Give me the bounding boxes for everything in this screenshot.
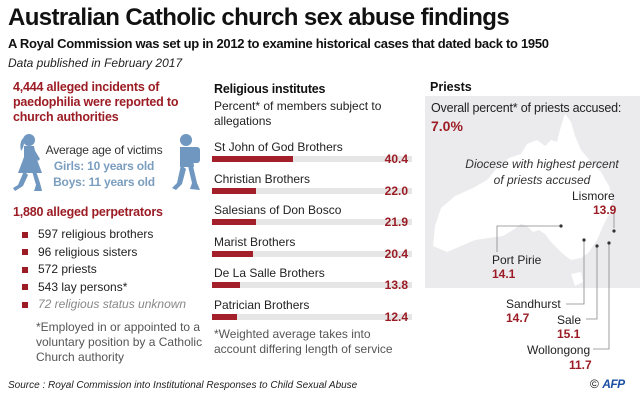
boys-age: Boys: 11 years old <box>53 175 155 189</box>
bar-category-label: St John of God Brothers <box>214 140 343 154</box>
bullet-icon <box>22 266 28 273</box>
bullet-icon <box>22 284 28 291</box>
bar-category-label: Christian Brothers <box>214 171 311 186</box>
bar-value-label: 22.0 <box>384 183 408 198</box>
diocese-sale-value: 15.1 <box>557 327 581 341</box>
diocese-map-note: Diocese with highest percent of priests … <box>465 157 619 187</box>
copyright-icon: © <box>590 377 599 391</box>
diocese-port-pirie-name: Port Pirie <box>492 253 542 267</box>
list-item-label: 96 religious sisters <box>38 244 138 259</box>
list-item-label: 597 religious brothers <box>38 227 154 241</box>
bar <box>212 187 256 194</box>
bar-value-label: 13.8 <box>384 278 408 292</box>
bar-track <box>212 219 412 225</box>
list-item: 572 priests <box>22 261 186 279</box>
bar-track <box>212 156 412 162</box>
institutes-heading: Religious institutes <box>214 82 326 96</box>
bar-row: Patrician Brothers 12.4 <box>212 298 412 326</box>
bar <box>212 250 253 257</box>
bar-value-label: 40.4 <box>384 152 408 166</box>
priests-heading: Priests <box>430 80 472 94</box>
source-credit: Source : Royal Commission into Instituti… <box>8 380 358 391</box>
incidents-heading: 4,444 alleged incidents of paedophilia w… <box>13 80 179 124</box>
average-age-label: Average age of victims <box>45 143 163 157</box>
institutes-footnote: *Weighted average takes into account dif… <box>214 327 393 356</box>
boy-figure-icon <box>172 134 200 190</box>
diocese-lismore-name: Lismore <box>572 189 615 203</box>
list-item-label: 572 priests <box>38 262 97 276</box>
bar-category-label: Marist Brothers <box>214 234 296 249</box>
bar <box>212 219 256 225</box>
diocese-port-pirie-value: 14.1 <box>492 267 516 281</box>
list-item: 96 religious sisters <box>22 244 186 262</box>
bullet-icon <box>22 231 28 238</box>
overall-percent-value: 7.0% <box>431 118 463 134</box>
bullet-icon <box>22 249 28 256</box>
perpetrators-footnote: *Employed in or appointed to a voluntary… <box>36 320 203 364</box>
list-item: 72 religious status unknown <box>22 296 186 314</box>
girls-age: Girls: 10 years old <box>53 159 155 173</box>
diocese-lismore-value: 13.9 <box>593 203 617 217</box>
bar-track <box>212 187 412 194</box>
bar-value-label: 12.4 <box>384 309 408 324</box>
bar-row: Christian Brothers 22.0 <box>212 172 412 200</box>
tasmania-shape <box>571 272 583 286</box>
australia-shape <box>433 114 613 260</box>
bar-row: Marist Brothers 20.4 <box>212 235 412 263</box>
list-item: 543 lay persons* <box>22 279 186 297</box>
list-item-label: 543 lay persons* <box>38 279 128 294</box>
bar-row: De La Salle Brothers 13.8 <box>212 266 412 294</box>
afp-credit: © AFP <box>590 377 625 391</box>
institutes-subtitle: Percent* of members subject to allegatio… <box>214 99 382 128</box>
date-note: Data published in February 2017 <box>8 56 183 70</box>
girl-figure-icon <box>13 134 42 191</box>
bar-row: St John of God Brothers 40.4 <box>212 140 412 168</box>
perpetrators-heading: 1,880 alleged perpetrators <box>13 205 163 219</box>
bar-value-label: 21.9 <box>384 215 408 229</box>
bar-track <box>212 313 412 320</box>
list-item-label: 72 religious status unknown <box>38 297 187 311</box>
bar <box>212 282 240 288</box>
bar <box>212 156 293 162</box>
bar-track <box>212 282 412 288</box>
diocese-wollongong-value: 11.7 <box>569 358 592 372</box>
subtitle: A Royal Commission was set up in 2012 to… <box>8 36 549 51</box>
bar-value-label: 20.4 <box>384 246 408 261</box>
bar-category-label: Patrician Brothers <box>214 297 310 312</box>
overall-percent-label: Overall percent* of priests accused: <box>431 101 622 115</box>
bullet-icon <box>22 301 28 308</box>
bar-track <box>212 250 412 257</box>
average-age-block: Average age of victims Girls: 10 years o… <box>44 142 164 190</box>
bar-category-label: Salesians of Don Bosco <box>214 203 342 217</box>
bar-category-label: De La Salle Brothers <box>214 266 325 280</box>
diocese-wollongong-name: Wollongong <box>527 343 591 357</box>
list-item: 597 religious brothers <box>22 226 186 244</box>
diocese-sale-name: Sale <box>557 313 582 327</box>
page-title: Australian Catholic church sex abuse fin… <box>8 4 510 31</box>
diocese-sandhurst-name: Sandhurst <box>506 297 561 311</box>
perpetrators-list: 597 religious brothers 96 religious sist… <box>22 226 186 314</box>
bar <box>212 313 237 320</box>
diocese-sandhurst-value: 14.7 <box>506 311 530 325</box>
afp-logo: AFP <box>602 377 625 391</box>
bar-row: Salesians of Don Bosco 21.9 <box>212 203 412 231</box>
